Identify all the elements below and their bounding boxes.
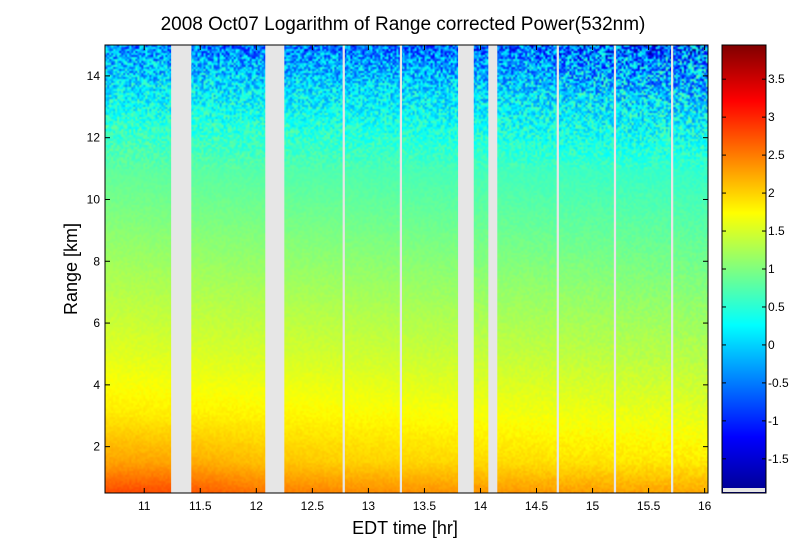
x-tick-label: 12 xyxy=(250,499,264,513)
x-tick-label: 13 xyxy=(362,499,376,513)
y-tick-label: 6 xyxy=(93,316,100,330)
data-gap xyxy=(613,45,617,493)
x-tick-label: 12.5 xyxy=(301,499,325,513)
colorbar-tick-label: -0.5 xyxy=(768,376,789,390)
x-tick-label: 13.5 xyxy=(413,499,437,513)
x-tick-label: 11.5 xyxy=(189,499,212,513)
x-tick-label: 14 xyxy=(474,499,488,513)
y-tick-label: 2 xyxy=(93,440,100,454)
colorbar-tick-label: 1.5 xyxy=(768,224,785,238)
x-axis: 11 11.5 12 12.5 13 13.5 14 14.5 15 15.5 16 xyxy=(138,45,712,513)
colorbar-tick-label: 0.5 xyxy=(768,300,785,314)
colorbar-gradient xyxy=(721,44,767,494)
colorbar-nan-swatch xyxy=(723,488,765,492)
colorbar-axis: -1.5 -1 -0.5 0 0.5 1 1.5 2 2.5 3 3.5 xyxy=(722,72,789,466)
x-axis-label: EDT time [hr] xyxy=(352,518,458,538)
y-tick-label: 14 xyxy=(87,69,101,83)
y-tick-label: 12 xyxy=(87,131,101,145)
data-gap xyxy=(556,45,559,493)
colorbar-tick-label: 0 xyxy=(768,338,775,352)
plot-area: 11 11.5 12 12.5 13 13.5 14 14.5 15 15.5 16 2 4 6 8 10 1… xyxy=(87,44,712,513)
heatmap-image xyxy=(105,45,708,493)
y-tick-label: 10 xyxy=(87,192,101,206)
colorbar-tick-label: 2.5 xyxy=(768,148,785,162)
x-tick-label: 11 xyxy=(138,499,151,513)
y-axis-label: Range [km] xyxy=(61,223,81,315)
colorbar-tick-label: 3.5 xyxy=(768,72,785,86)
data-gap xyxy=(458,45,474,493)
data-gap xyxy=(265,45,285,493)
data-gaps xyxy=(171,45,674,493)
colorbar-tick-label: -1.5 xyxy=(768,452,789,466)
x-tick-label: 14.5 xyxy=(525,499,549,513)
colorbar: -1.5 -1 -0.5 0 0.5 1 1.5 2 2.5 3 3.5 xyxy=(721,44,789,494)
chart-title: 2008 Oct07 Logarithm of Range corrected … xyxy=(161,14,646,35)
x-tick-label: 15 xyxy=(586,499,600,513)
x-tick-label: 16 xyxy=(698,499,712,513)
data-gap xyxy=(171,45,192,493)
y-axis: 2 4 6 8 10 12 14 xyxy=(87,69,708,454)
data-gap xyxy=(342,45,345,493)
y-tick-label: 8 xyxy=(93,254,100,268)
colorbar-tick-label: -1 xyxy=(768,414,779,428)
y-tick-label: 4 xyxy=(93,378,100,392)
plot-frame xyxy=(104,44,709,494)
colorbar-tick-label: 2 xyxy=(768,186,775,200)
data-gap xyxy=(399,45,403,493)
data-gap xyxy=(671,45,674,493)
x-tick-label: 15.5 xyxy=(637,499,661,513)
data-gap xyxy=(488,45,498,493)
colorbar-tick-label: 3 xyxy=(768,110,775,124)
colorbar-tick-label: 1 xyxy=(768,262,775,276)
